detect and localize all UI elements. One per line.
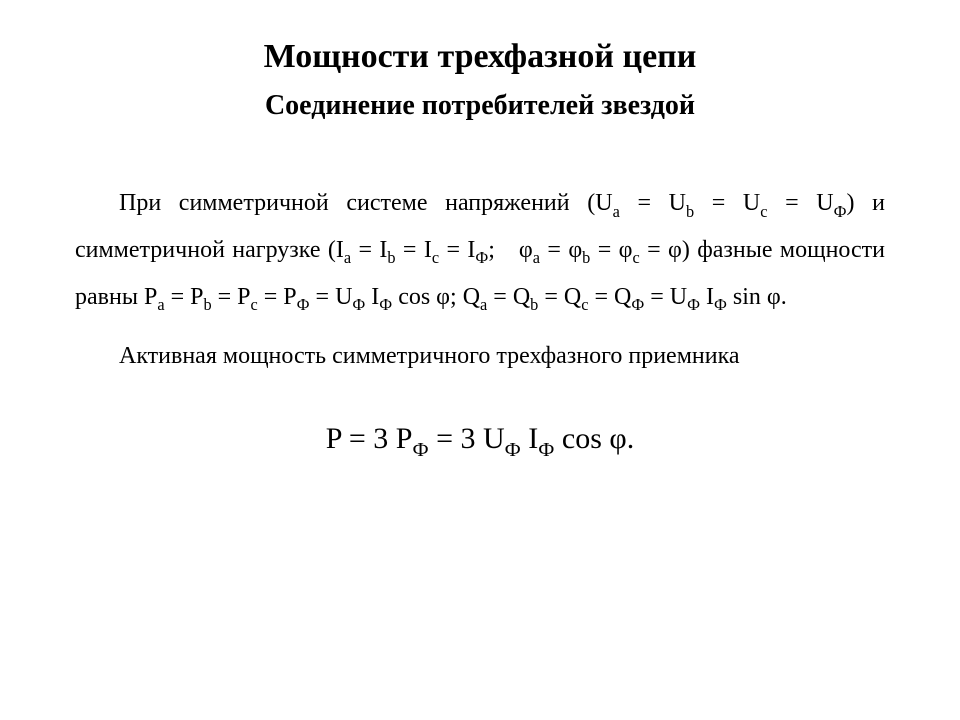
sub: a [344, 248, 351, 267]
eq-phi: φa = φb = φc = φ) [519, 237, 690, 263]
sub: a [157, 295, 164, 314]
t: cos φ. [554, 422, 634, 455]
sub: c [251, 295, 258, 314]
eq-current: (Ia = Ib = Ic = IФ; [328, 237, 519, 263]
subtitle: Соединение потребителей звездой [75, 90, 885, 122]
paragraph-2: Активная мощность симметричного трехфазн… [75, 338, 885, 375]
sub: c [632, 248, 639, 267]
sub: b [203, 295, 211, 314]
t: sin φ. [727, 284, 787, 310]
t: = φ [640, 237, 682, 263]
sub: Ф [538, 439, 554, 461]
t: (I [328, 237, 344, 263]
sub: Ф [631, 295, 644, 314]
sub: Ф [475, 248, 488, 267]
sub: a [480, 295, 487, 314]
t: = Q [588, 284, 631, 310]
t: = Q [487, 284, 530, 310]
t: = P [212, 284, 251, 310]
sub: c [760, 202, 767, 221]
title: Мощности трехфазной цепи [75, 38, 885, 76]
t: I [700, 284, 714, 310]
sub: Ф [714, 295, 727, 314]
t: = U [694, 190, 760, 216]
t: = U [644, 284, 687, 310]
t: = 3 U [429, 422, 505, 455]
sub: Ф [505, 439, 521, 461]
t: (U [587, 190, 612, 216]
t: = U [310, 284, 353, 310]
sub: Ф [834, 202, 847, 221]
t: P = 3 P [326, 422, 413, 455]
sub: c [432, 248, 439, 267]
t: I [365, 284, 379, 310]
formula-active-power: P = 3 PФ = 3 UФ IФ cos φ. [75, 410, 885, 470]
t: P [144, 284, 157, 310]
paragraph-1: При симметричной системе напряжений (Ua … [75, 180, 885, 320]
t: = I [439, 237, 475, 263]
sub: c [581, 295, 588, 314]
eq-voltage: (Ua = Ub = Uc = UФ) [587, 190, 854, 216]
t: ; [488, 237, 519, 263]
eq-power-p: Pa = Pb = Pc = PФ = UФ IФ cos φ; [144, 284, 457, 310]
p1-text-a: При симметричной системе напряжений [119, 190, 587, 216]
t: ) [847, 190, 855, 216]
t: Q [463, 284, 480, 310]
sub: b [530, 295, 538, 314]
sub: b [387, 248, 395, 267]
t: ) [682, 237, 690, 263]
eq-power-q: Qa = Qb = Qc = QФ = UФ IФ sin φ. [463, 284, 787, 310]
sub: Ф [412, 439, 428, 461]
t: = I [396, 237, 432, 263]
page: Мощности трехфазной цепи Соединение потр… [0, 0, 960, 720]
t: I [521, 422, 539, 455]
t: φ [519, 237, 533, 263]
t: = U [768, 190, 834, 216]
sub: b [582, 248, 590, 267]
sub: Ф [297, 295, 310, 314]
t: = P [165, 284, 204, 310]
sub: b [686, 202, 694, 221]
body-text: При симметричной системе напряжений (Ua … [75, 180, 885, 469]
t: = I [351, 237, 387, 263]
sub: Ф [379, 295, 392, 314]
sub: a [533, 248, 540, 267]
t: = P [258, 284, 297, 310]
t: = Q [538, 284, 581, 310]
sub: a [613, 202, 620, 221]
sub: Ф [352, 295, 365, 314]
t: = U [620, 190, 686, 216]
t: = φ [590, 237, 632, 263]
t: = φ [540, 237, 582, 263]
t: cos φ; [392, 284, 457, 310]
sub: Ф [687, 295, 700, 314]
